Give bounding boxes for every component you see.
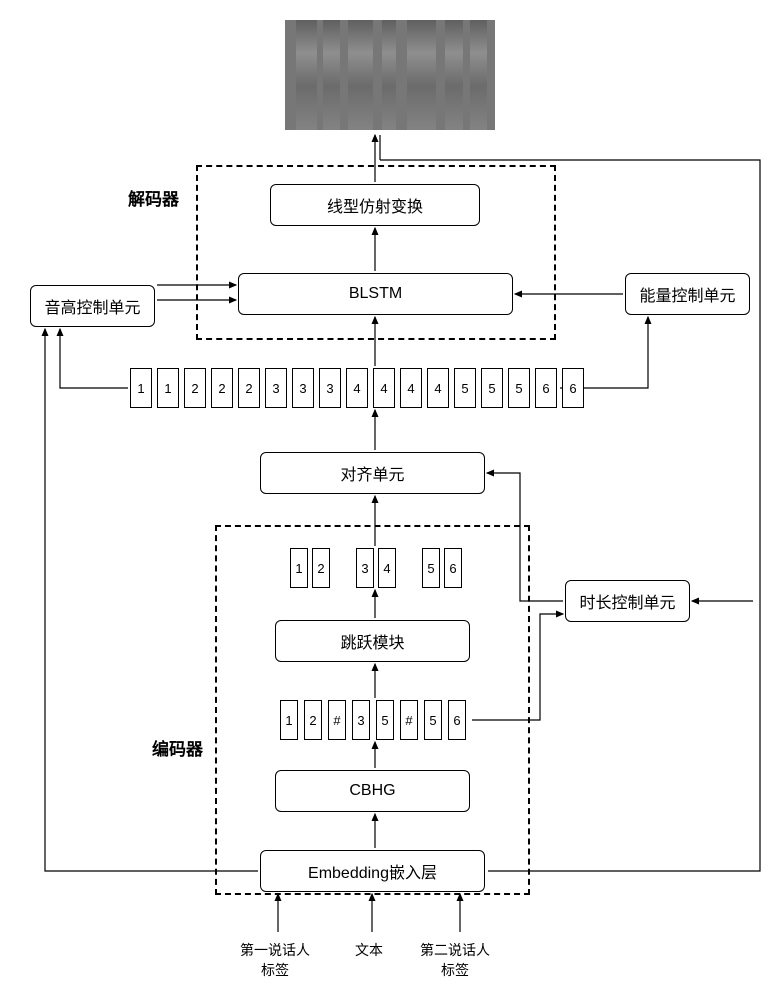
token-slot: 5 bbox=[422, 548, 440, 588]
token-slot: 2 bbox=[184, 368, 206, 408]
token-slot: 3 bbox=[356, 548, 374, 588]
arrow-layer bbox=[0, 0, 776, 1000]
token-slot: 5 bbox=[481, 368, 503, 408]
token-slot: 6 bbox=[444, 548, 462, 588]
token-slot: 3 bbox=[352, 700, 370, 740]
token-slot: 3 bbox=[319, 368, 341, 408]
token-slot: 6 bbox=[535, 368, 557, 408]
token-slot: 6 bbox=[562, 368, 584, 408]
token-slot: 4 bbox=[427, 368, 449, 408]
token-slot: 2 bbox=[211, 368, 233, 408]
token-slot: 6 bbox=[448, 700, 466, 740]
token-slot: 4 bbox=[378, 548, 396, 588]
token-slot: 5 bbox=[508, 368, 530, 408]
token-slot: 4 bbox=[373, 368, 395, 408]
token-slot: 4 bbox=[346, 368, 368, 408]
token-slot: # bbox=[328, 700, 346, 740]
token-slot: 2 bbox=[304, 700, 322, 740]
token-slot: 1 bbox=[130, 368, 152, 408]
token-slot: 5 bbox=[454, 368, 476, 408]
token-slot: 1 bbox=[290, 548, 308, 588]
token-slot: 3 bbox=[265, 368, 287, 408]
token-slot: 2 bbox=[238, 368, 260, 408]
token-slot: 1 bbox=[280, 700, 298, 740]
token-slot: # bbox=[400, 700, 418, 740]
token-slot: 3 bbox=[292, 368, 314, 408]
token-slot: 4 bbox=[400, 368, 422, 408]
token-slot: 5 bbox=[424, 700, 442, 740]
token-slot: 2 bbox=[312, 548, 330, 588]
token-slot: 1 bbox=[157, 368, 179, 408]
token-slot: 5 bbox=[376, 700, 394, 740]
